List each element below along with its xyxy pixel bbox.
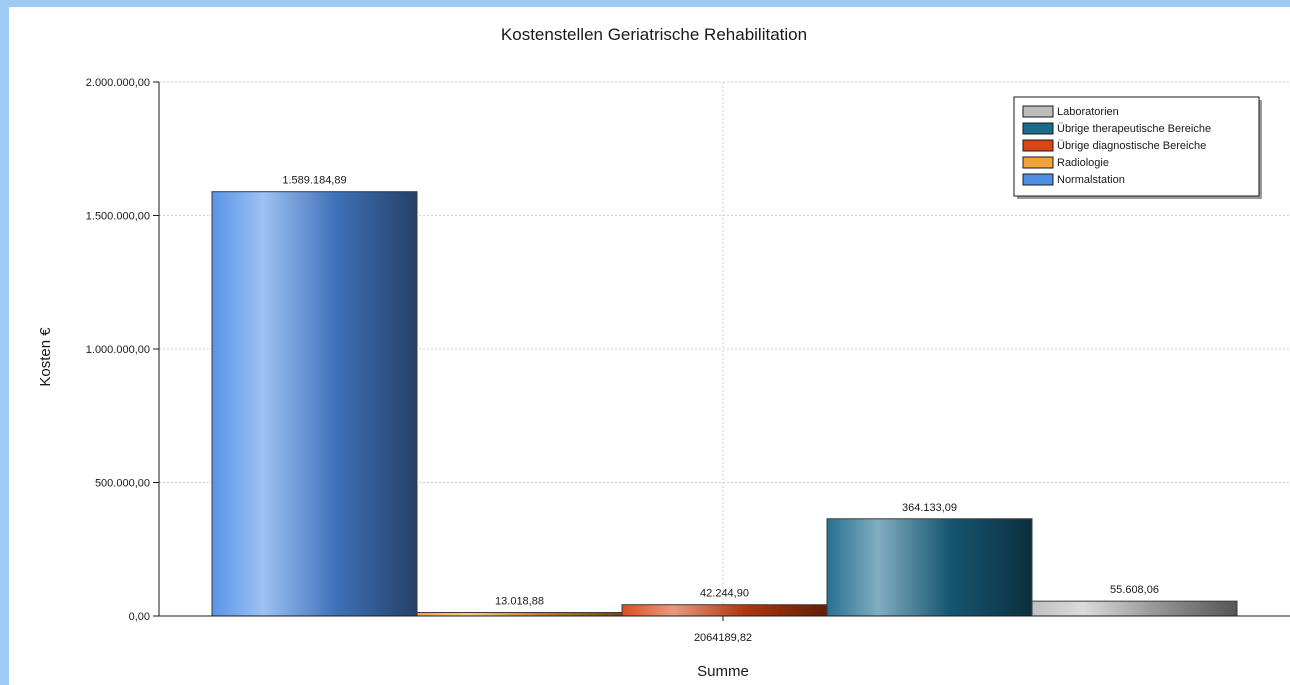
bar bbox=[621, 604, 828, 617]
y-axis-title: Kosten € bbox=[37, 327, 54, 387]
legend-swatch bbox=[1022, 156, 1054, 169]
legend-swatch bbox=[1022, 105, 1054, 118]
y-tick-label: 0,00 bbox=[129, 611, 150, 623]
bar-group: 364.133,09 bbox=[826, 502, 1033, 617]
bar bbox=[1031, 600, 1238, 617]
data-label: 1.589.184,89 bbox=[282, 175, 346, 187]
data-label: 55.608,06 bbox=[1110, 584, 1159, 596]
chart-title: Kostenstellen Geriatrische Rehabilitatio… bbox=[501, 25, 807, 44]
bar-chart: Kostenstellen Geriatrische Rehabilitatio… bbox=[37, 25, 1290, 680]
legend-label: Normalstation bbox=[1057, 174, 1125, 186]
bar-group: 42.244,90 bbox=[621, 588, 828, 617]
x-category-label: 2064189,82 bbox=[694, 632, 752, 644]
data-label: 364.133,09 bbox=[902, 502, 957, 514]
bars: 1.589.184,89 13.018,88 42.244,90 364.133,09… bbox=[211, 175, 1238, 617]
legend-swatch bbox=[1022, 122, 1054, 135]
bar bbox=[416, 612, 623, 617]
legend-label: Übrige therapeutische Bereiche bbox=[1057, 123, 1211, 135]
x-axis-title: Summe bbox=[697, 663, 749, 680]
y-tick-label: 1.000.000,00 bbox=[86, 344, 150, 356]
data-label: 13.018,88 bbox=[495, 596, 544, 608]
legend-label: Übrige diagnostische Bereiche bbox=[1057, 140, 1206, 152]
y-tick-label: 2.000.000,00 bbox=[86, 77, 150, 89]
legend-box bbox=[1013, 96, 1260, 197]
legend: Laboratorien Übrige therapeutische Bereic… bbox=[1013, 96, 1262, 199]
bar bbox=[826, 518, 1033, 617]
bar-group: 55.608,06 bbox=[1031, 584, 1238, 617]
y-tick-label: 500.000,00 bbox=[95, 478, 150, 490]
y-tick-labels: 0,00 500.000,00 1.000.000,00 1.500.000,00 2.… bbox=[86, 77, 159, 623]
bar bbox=[211, 191, 418, 617]
bar-group: 1.589.184,89 bbox=[211, 175, 418, 617]
data-label: 42.244,90 bbox=[700, 588, 749, 600]
y-tick-label: 1.500.000,00 bbox=[86, 211, 150, 223]
legend-swatch bbox=[1022, 139, 1054, 152]
legend-label: Laboratorien bbox=[1057, 106, 1119, 118]
chart-frame: Kostenstellen Geriatrische Rehabilitatio… bbox=[9, 7, 1290, 685]
legend-label: Radiologie bbox=[1057, 157, 1109, 169]
legend-swatch bbox=[1022, 173, 1054, 186]
bar-group: 13.018,88 bbox=[416, 596, 623, 617]
